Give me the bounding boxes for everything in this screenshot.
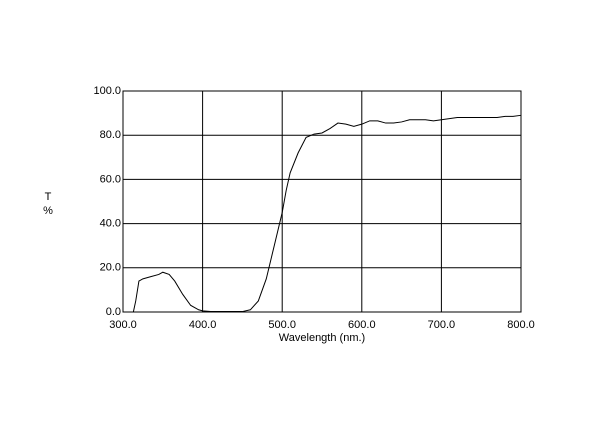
y-tick-label: 80.0 <box>100 129 121 141</box>
x-axis-label: Wavelength (nm.) <box>279 332 365 344</box>
y-tick-label: 40.0 <box>100 218 121 230</box>
spectrum-line <box>132 114 522 313</box>
y-tick-label: 0.0 <box>106 306 121 318</box>
y-tick-label: 100.0 <box>93 85 121 97</box>
x-tick-label: 600.0 <box>348 319 376 331</box>
plot-frame <box>122 90 522 313</box>
y-tick-label: 60.0 <box>100 173 121 185</box>
x-tick-label: 700.0 <box>428 319 456 331</box>
x-tick-label: 500.0 <box>268 319 296 331</box>
y-axis-label: T <box>45 191 52 203</box>
y-tick-label: 20.0 <box>100 262 121 274</box>
x-tick-label: 800.0 <box>507 319 535 331</box>
y-axis-label: % <box>43 205 53 217</box>
x-tick-label: 400.0 <box>189 319 217 331</box>
x-tick-label: 300.0 <box>109 319 137 331</box>
